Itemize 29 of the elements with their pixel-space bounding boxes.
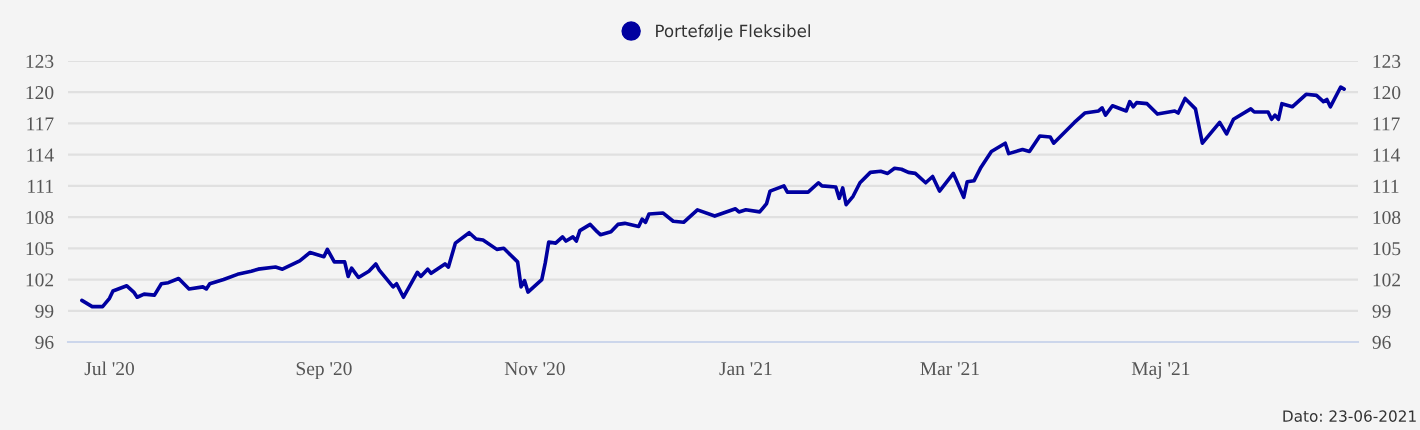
y-tick-label: 108 [26,210,54,225]
y-tick-label: 96 [35,335,54,349]
text: Dato: 23-06-2021 [1283,410,1416,422]
legend-label: Portefølje Fleksibel [656,24,810,41]
x-tick-label: Mar '21 [920,362,979,376]
y-tick-label: 114 [27,148,54,162]
y-tick-label: 111 [28,179,53,193]
y2-tick-label: 102 [1373,273,1400,287]
y2-tick-label: 105 [1373,242,1401,256]
y2-tick-label: 96 [1372,335,1391,349]
y-tick-label: 117 [27,117,54,131]
y2-tick-label: 123 [1373,54,1401,68]
y-tick-label: 105 [26,242,54,256]
y2-tick-label: 99 [1372,304,1391,318]
y2-tick-label: 117 [1373,117,1400,131]
y2-tick-label: 114 [1373,148,1401,162]
y-tick-label: 123 [26,54,54,68]
y-tick-label: 102 [26,273,54,287]
line-series [80,85,1346,309]
y-tick-label: 120 [26,86,54,100]
x-tick-label: Maj '21 [1131,362,1190,380]
y-tick-label: 99 [35,304,54,318]
y2-tick-label: 120 [1373,86,1401,100]
x-tick-label: Nov '20 [504,362,565,376]
y2-tick-label: 111 [1373,179,1399,193]
x-tick-label: Jan '21 [719,362,772,376]
y2-tick-label: 108 [1373,210,1401,225]
x-tick-label: Sep '20 [296,362,352,380]
x-tick-label: Jul '20 [84,361,135,376]
